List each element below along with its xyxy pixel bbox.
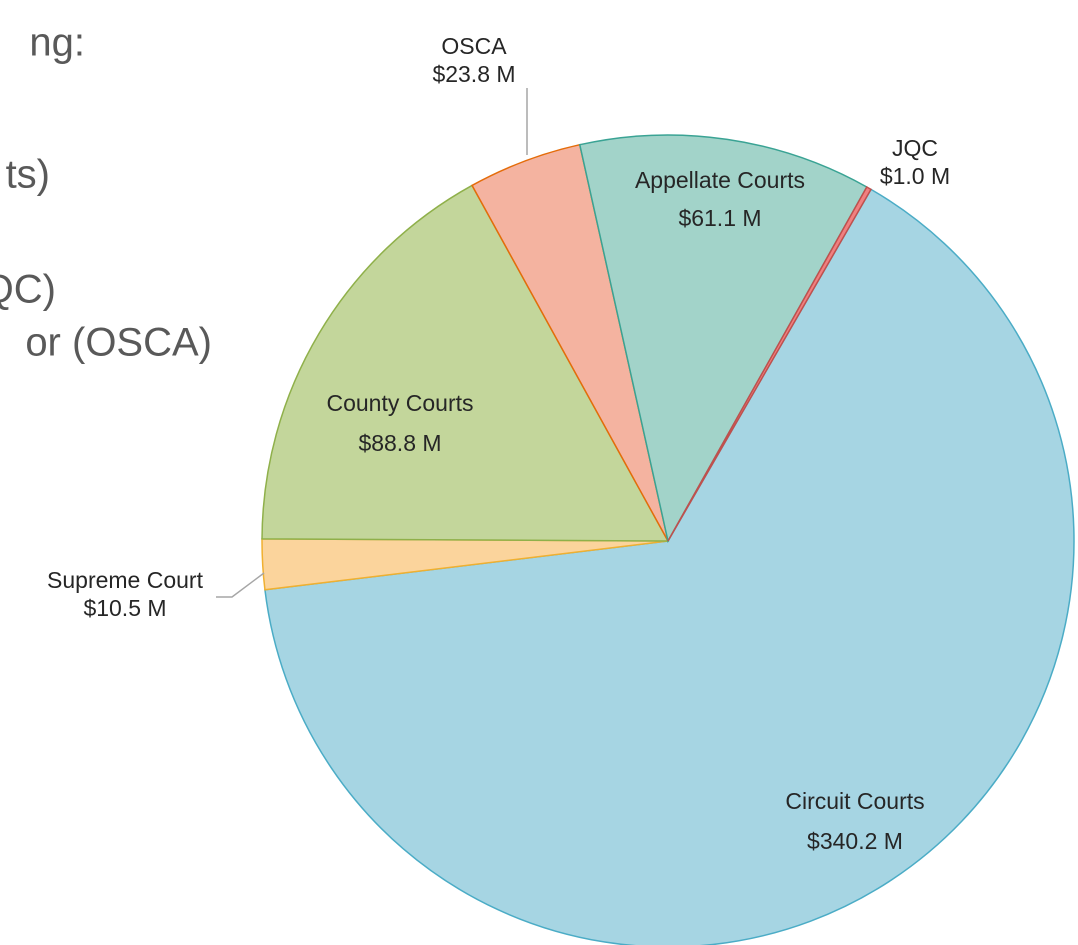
pie-slice (667, 185, 873, 542)
pie-slice (578, 134, 868, 544)
slide-text: QC) (0, 268, 56, 312)
slice-value-label: $340.2 M (807, 828, 903, 854)
slice-value-label: $10.5 M (83, 595, 166, 621)
slice-label: OSCA (441, 33, 507, 59)
slide-text: ts) (6, 153, 50, 197)
slice-value-label: $61.1 M (678, 205, 761, 231)
leader-line (216, 572, 265, 598)
slice-value-label: $88.8 M (358, 430, 441, 456)
slide-text: or (OSCA) (25, 321, 212, 365)
slice-value-label: $23.8 M (432, 61, 515, 87)
slice-value-label: $1.0 M (880, 163, 950, 189)
slice-label: JQC (892, 135, 938, 161)
slice-label: Circuit Courts (785, 788, 924, 814)
slide-text: ng: (29, 21, 85, 65)
pie-slice (264, 188, 1075, 945)
pie (261, 134, 1075, 945)
slice-label: County Courts (326, 390, 473, 416)
pie-slice (261, 184, 670, 542)
slice-label: Appellate Courts (635, 167, 805, 193)
slice-label: Supreme Court (47, 567, 204, 593)
